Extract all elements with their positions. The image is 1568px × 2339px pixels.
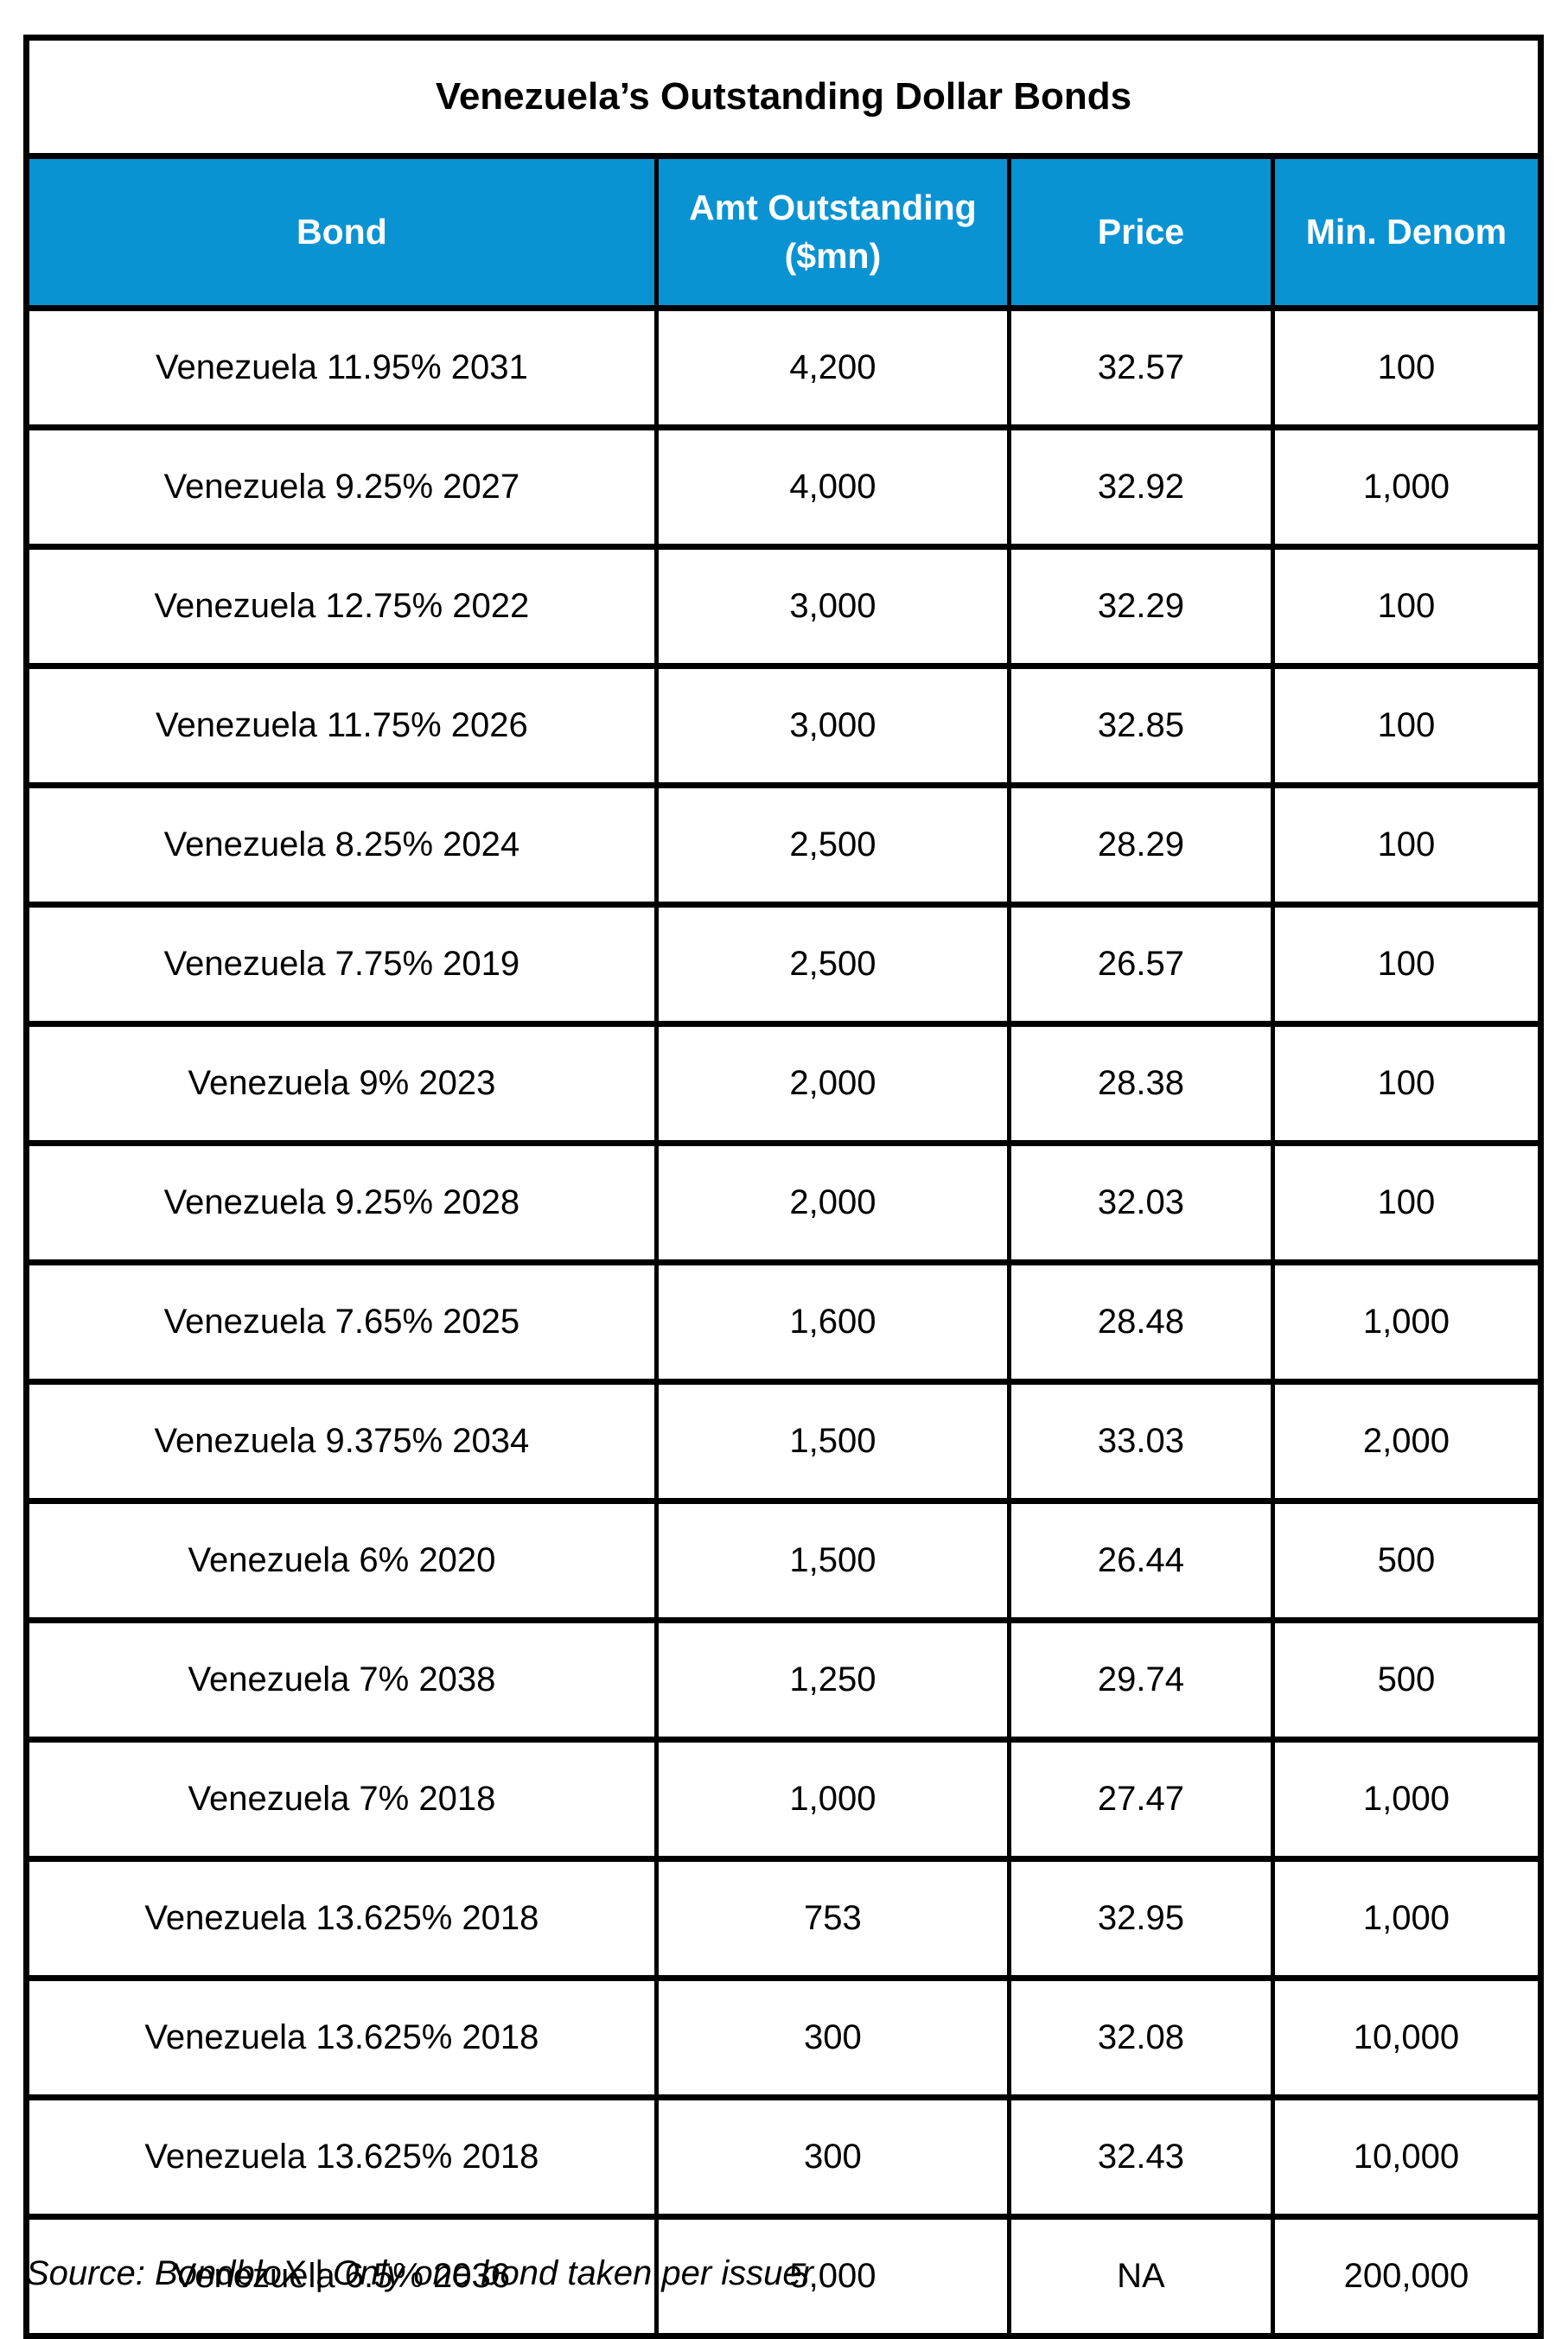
bond-cell: Venezuela 8.25% 2024 — [24, 782, 659, 908]
table-body: Venezuela 11.95% 2031 4,200 32.57 100 Ve… — [24, 305, 1544, 2339]
amt-outstanding-cell: 2,000 — [653, 1140, 1012, 1265]
bond-cell: Venezuela 7% 2038 — [24, 1617, 659, 1743]
column-header-price: Price — [1007, 153, 1275, 311]
bond-cell: Venezuela 7% 2018 — [24, 1737, 659, 1862]
min-denom-cell: 500 — [1270, 1498, 1544, 1623]
amt-outstanding-cell: 2,500 — [653, 782, 1012, 908]
table-row: Venezuela 7.65% 2025 1,600 28.48 1,000 — [24, 1259, 1544, 1385]
price-cell: 26.57 — [1007, 902, 1275, 1027]
amt-outstanding-cell: 3,000 — [653, 663, 1012, 788]
amt-outstanding-cell: 5,000 — [653, 2214, 1012, 2339]
price-cell: 32.92 — [1007, 424, 1275, 550]
min-denom-cell: 100 — [1270, 1140, 1544, 1265]
price-cell: 32.43 — [1007, 2094, 1275, 2220]
table-row: Venezuela 6.5% 2036 5,000 NA 200,000 — [24, 2214, 1544, 2339]
bond-cell: Venezuela 12.75% 2022 — [24, 544, 659, 669]
amt-outstanding-cell: 1,500 — [653, 1379, 1012, 1504]
price-cell: NA — [1007, 2214, 1275, 2339]
price-cell: 27.47 — [1007, 1737, 1275, 1862]
min-denom-cell: 200,000 — [1270, 2214, 1544, 2339]
min-denom-cell: 100 — [1270, 1021, 1544, 1146]
price-cell: 32.95 — [1007, 1856, 1275, 1981]
price-cell: 28.29 — [1007, 782, 1275, 908]
table-title-row: Venezuela’s Outstanding Dollar Bonds — [24, 35, 1543, 159]
bond-cell: Venezuela 11.75% 2026 — [24, 663, 659, 788]
price-cell: 32.57 — [1007, 305, 1275, 430]
amt-outstanding-cell: 300 — [653, 1975, 1012, 2100]
amt-outstanding-cell: 300 — [653, 2094, 1012, 2220]
min-denom-cell: 100 — [1270, 544, 1544, 669]
min-denom-cell: 1,000 — [1270, 1737, 1544, 1862]
bond-cell: Venezuela 13.625% 2018 — [24, 2094, 659, 2220]
bond-cell: Venezuela 13.625% 2018 — [24, 1975, 659, 2100]
price-cell: 32.85 — [1007, 663, 1275, 788]
table-row: Venezuela 12.75% 2022 3,000 32.29 100 — [24, 544, 1544, 669]
bond-cell: Venezuela 6% 2020 — [24, 1498, 659, 1623]
bond-cell: Venezuela 9.25% 2028 — [24, 1140, 659, 1265]
price-cell: 28.38 — [1007, 1021, 1275, 1146]
bond-cell: Venezuela 11.95% 2031 — [24, 305, 659, 430]
table-row: Venezuela 7.75% 2019 2,500 26.57 100 — [24, 902, 1544, 1027]
price-cell: 32.03 — [1007, 1140, 1275, 1265]
table-row: Venezuela 11.95% 2031 4,200 32.57 100 — [24, 305, 1544, 430]
column-header-amt-outstanding: Amt Outstanding ($mn) — [653, 153, 1012, 311]
amt-outstanding-cell: 2,000 — [653, 1021, 1012, 1146]
min-denom-cell: 1,000 — [1270, 1856, 1544, 1981]
table-row: Venezuela 7% 2018 1,000 27.47 1,000 — [24, 1737, 1544, 1862]
bond-cell: Venezuela 7.75% 2019 — [24, 902, 659, 1027]
table-row: Venezuela 13.625% 2018 300 32.08 10,000 — [24, 1975, 1544, 2100]
price-cell: 28.48 — [1007, 1259, 1275, 1385]
min-denom-cell: 100 — [1270, 782, 1544, 908]
table-header-row: Bond Amt Outstanding ($mn) Price Min. De… — [24, 153, 1544, 311]
table-row: Venezuela 9% 2023 2,000 28.38 100 — [24, 1021, 1544, 1146]
price-cell: 26.44 — [1007, 1498, 1275, 1623]
bond-cell: Venezuela 9% 2023 — [24, 1021, 659, 1146]
bonds-table: Venezuela’s Outstanding Dollar Bonds Bon… — [23, 35, 1544, 2339]
table-row: Venezuela 6% 2020 1,500 26.44 500 — [24, 1498, 1544, 1623]
amt-outstanding-cell: 1,250 — [653, 1617, 1012, 1743]
min-denom-cell: 2,000 — [1270, 1379, 1544, 1504]
table-row: Venezuela 7% 2038 1,250 29.74 500 — [24, 1617, 1544, 1743]
amt-outstanding-cell: 1,600 — [653, 1259, 1012, 1385]
bond-cell: Venezuela 7.65% 2025 — [24, 1259, 659, 1385]
amt-outstanding-cell: 1,500 — [653, 1498, 1012, 1623]
min-denom-cell: 10,000 — [1270, 2094, 1544, 2220]
price-cell: 32.08 — [1007, 1975, 1275, 2100]
amt-outstanding-cell: 4,200 — [653, 305, 1012, 430]
column-header-min-denom: Min. Denom — [1270, 153, 1544, 311]
min-denom-cell: 100 — [1270, 902, 1544, 1027]
min-denom-cell: 10,000 — [1270, 1975, 1544, 2100]
price-cell: 32.29 — [1007, 544, 1275, 669]
table-row: Venezuela 9.25% 2027 4,000 32.92 1,000 — [24, 424, 1544, 550]
bond-cell: Venezuela 9.375% 2034 — [24, 1379, 659, 1504]
table-row: Venezuela 13.625% 2018 753 32.95 1,000 — [24, 1856, 1544, 1981]
table-title: Venezuela’s Outstanding Dollar Bonds — [24, 35, 1543, 159]
column-header-bond: Bond — [24, 153, 659, 311]
amt-outstanding-cell: 2,500 — [653, 902, 1012, 1027]
amt-outstanding-cell: 3,000 — [653, 544, 1012, 669]
table-row: Venezuela 11.75% 2026 3,000 32.85 100 — [24, 663, 1544, 788]
amt-outstanding-cell: 1,000 — [653, 1737, 1012, 1862]
table-row: Venezuela 8.25% 2024 2,500 28.29 100 — [24, 782, 1544, 908]
source-note: Source: BondbloX | Only one bond taken p… — [26, 2254, 813, 2292]
table-row: Venezuela 9.375% 2034 1,500 33.03 2,000 — [24, 1379, 1544, 1504]
table-row: Venezuela 13.625% 2018 300 32.43 10,000 — [24, 2094, 1544, 2220]
min-denom-cell: 1,000 — [1270, 424, 1544, 550]
amt-outstanding-cell: 4,000 — [653, 424, 1012, 550]
amt-outstanding-cell: 753 — [653, 1856, 1012, 1981]
price-cell: 29.74 — [1007, 1617, 1275, 1743]
min-denom-cell: 100 — [1270, 663, 1544, 788]
min-denom-cell: 500 — [1270, 1617, 1544, 1743]
bond-cell: Venezuela 9.25% 2027 — [24, 424, 659, 550]
price-cell: 33.03 — [1007, 1379, 1275, 1504]
bond-cell: Venezuela 6.5% 2036 — [24, 2214, 659, 2339]
min-denom-cell: 1,000 — [1270, 1259, 1544, 1385]
table-row: Venezuela 9.25% 2028 2,000 32.03 100 — [24, 1140, 1544, 1265]
bond-cell: Venezuela 13.625% 2018 — [24, 1856, 659, 1981]
min-denom-cell: 100 — [1270, 305, 1544, 430]
